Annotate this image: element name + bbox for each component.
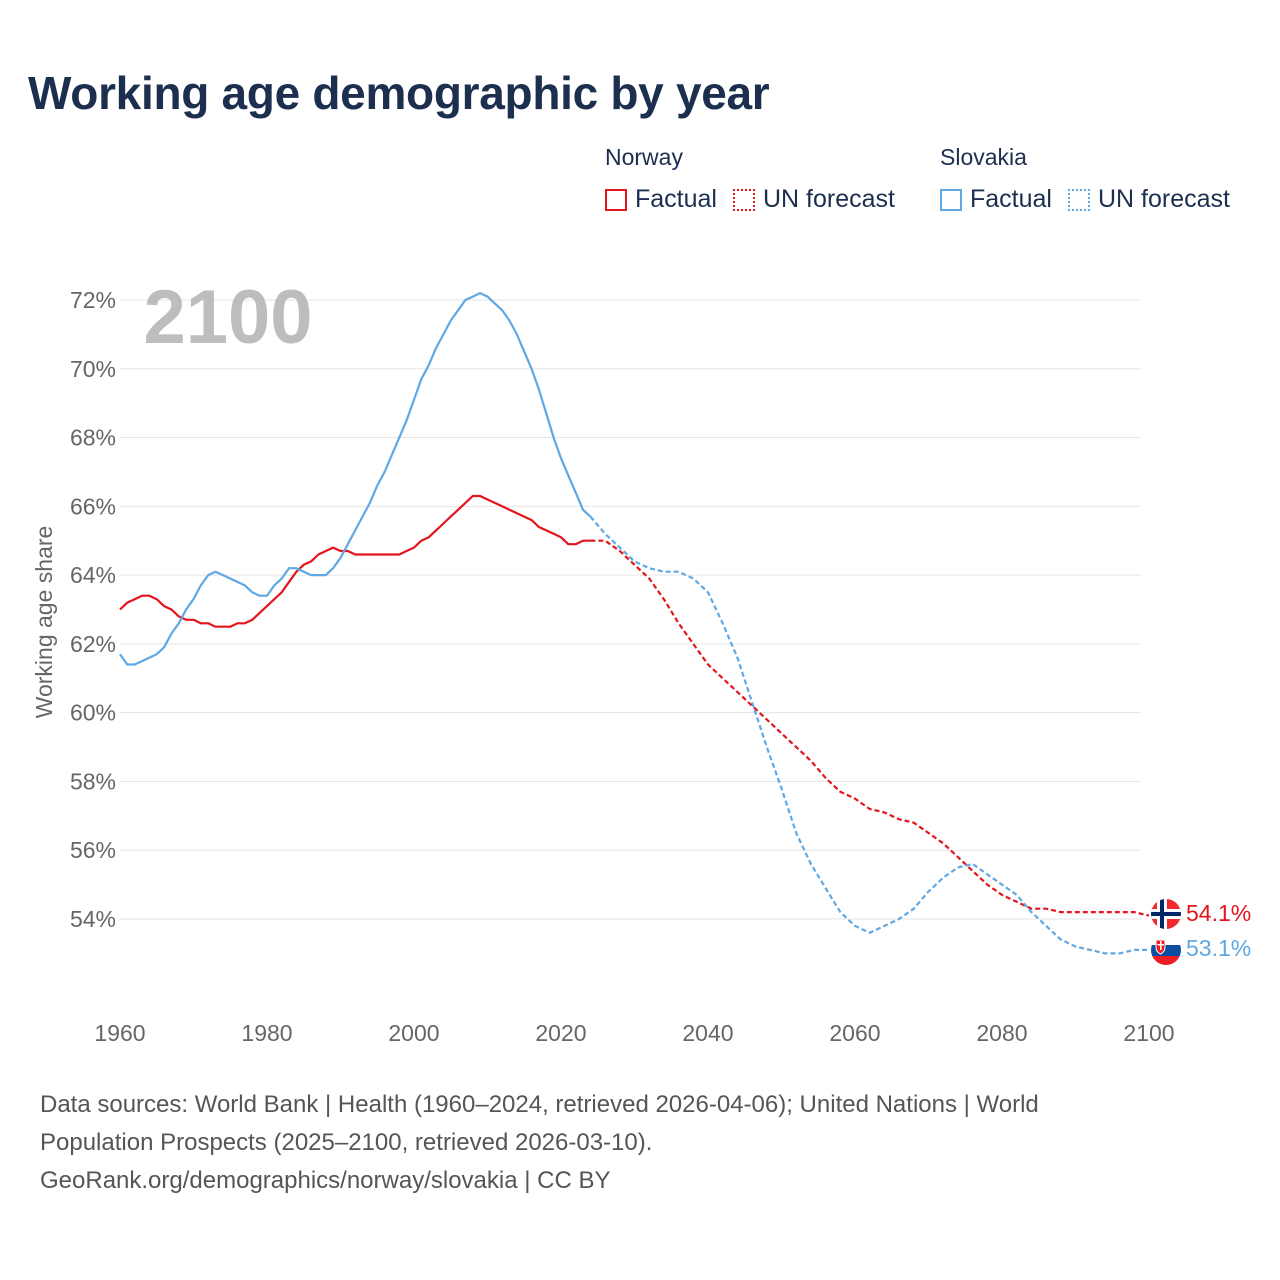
norway-end-label: 54.1% <box>1186 900 1251 926</box>
legend-norway: Norway Factual UN forecast <box>605 144 911 214</box>
y-tick-label: 66% <box>70 493 116 519</box>
series-line-norway-factual <box>119 494 591 628</box>
legend-item-norway-forecast[interactable]: UN forecast <box>732 185 895 214</box>
legend-swatch-solid <box>940 188 962 211</box>
y-tick-label: 54% <box>70 906 116 932</box>
x-tick-label: 2000 <box>388 1020 439 1046</box>
legend-country-slovakia: Slovakia <box>940 144 1027 170</box>
y-tick-label: 70% <box>70 356 116 382</box>
legend-label: UN forecast <box>762 185 895 213</box>
y-tick-label: 62% <box>70 631 116 657</box>
y-tick-label: 58% <box>70 768 116 794</box>
series-line-slovakia-forecast <box>589 515 1149 955</box>
data-sources: Data sources: World Bank | Health (1960–… <box>40 1086 1150 1200</box>
legend-swatch-solid <box>605 188 627 211</box>
x-tick-label: 1960 <box>94 1020 145 1046</box>
series-line-norway-forecast <box>590 539 1150 917</box>
y-tick-label: 60% <box>70 700 116 726</box>
x-tick-label: 2060 <box>829 1020 880 1046</box>
norway-flag-icon <box>1151 899 1181 929</box>
y-tick-label: 68% <box>70 425 116 451</box>
year-watermark: 2100 <box>143 275 312 360</box>
chart-title: Working age demographic by year <box>28 67 770 119</box>
y-tick-label: 64% <box>70 562 116 588</box>
y-tick-label: 72% <box>70 287 116 313</box>
legend-label: UN forecast <box>1097 185 1230 213</box>
legend-label: Factual <box>970 185 1052 213</box>
x-tick-label: 2080 <box>976 1020 1027 1046</box>
x-tick-label: 2040 <box>682 1020 733 1046</box>
legend-country-norway: Norway <box>605 144 683 170</box>
legend-item-norway-factual[interactable]: Factual <box>605 185 717 214</box>
legend-item-slovakia-forecast[interactable]: UN forecast <box>1067 185 1230 214</box>
legend-label: Factual <box>635 185 717 213</box>
legend-swatch-dotted <box>1067 188 1090 211</box>
y-tick-label: 56% <box>70 837 116 863</box>
slovakia-end-label: 53.1% <box>1186 935 1251 961</box>
legend-slovakia: Slovakia Factual UN forecast <box>940 144 1246 214</box>
x-tick-label: 2100 <box>1123 1020 1174 1046</box>
legend-swatch-dotted <box>732 188 755 211</box>
slovakia-flag-icon <box>1151 935 1181 965</box>
x-tick-label: 1980 <box>241 1020 292 1046</box>
line-chart: 54% 56% 58% 60% 62% 64% 66% 68% 70% 72% 1960 1980 2… <box>31 275 1251 1046</box>
sources-text: Data sources: World Bank | Health (1960–… <box>40 1091 1039 1156</box>
sources-link[interactable]: GeoRank.org/demographics/norway/slovakia… <box>40 1167 611 1194</box>
legend-item-slovakia-factual[interactable]: Factual <box>940 185 1052 214</box>
series-line-slovakia-factual <box>119 292 592 666</box>
y-axis-label: Working age share <box>31 526 57 719</box>
x-tick-label: 2020 <box>535 1020 586 1046</box>
